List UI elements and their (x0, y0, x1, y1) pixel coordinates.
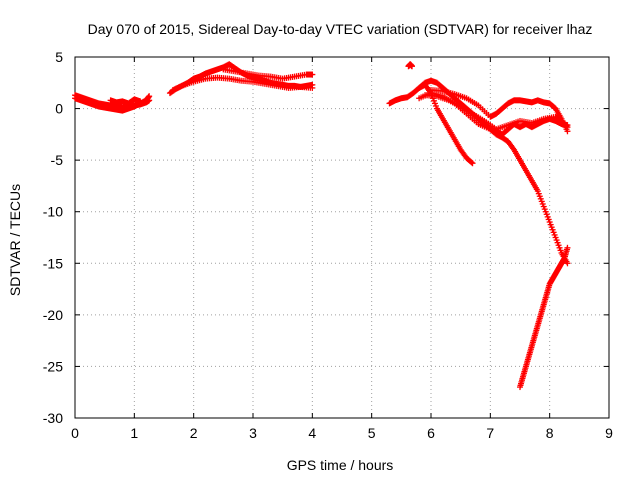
data-point-arc-2b (309, 84, 316, 91)
x-axis-ticks: 0 1 2 3 4 5 6 7 8 9 (71, 57, 613, 441)
y-axis-ticks: 5 0 -5 -10 -15 -20 -25 -30 (43, 49, 609, 426)
y-tick-label: 5 (55, 49, 63, 65)
x-tick-label: 2 (190, 425, 198, 441)
data-point-arc-3e (564, 124, 571, 131)
data-point-arc-2c (309, 71, 316, 78)
x-tick-label: 8 (546, 425, 554, 441)
y-tick-label: -30 (43, 410, 63, 426)
data-point-arc-3a (469, 160, 476, 167)
grid-lines (75, 57, 609, 418)
x-axis-label: GPS time / hours (287, 457, 394, 473)
y-tick-label: -5 (51, 152, 64, 168)
x-tick-label: 9 (605, 425, 613, 441)
x-tick-label: 0 (71, 425, 79, 441)
data-point-arc-1b (146, 93, 153, 100)
y-tick-label: -10 (43, 204, 63, 220)
y-tick-label: -25 (43, 358, 63, 374)
data-point-arc-3b (564, 260, 571, 267)
x-tick-label: 4 (308, 425, 316, 441)
x-tick-label: 7 (486, 425, 494, 441)
data-point-arc-4 (564, 244, 571, 251)
x-tick-label: 6 (427, 425, 435, 441)
data-point-arc-3e (563, 123, 570, 130)
y-axis-label: SDTVAR / TECUs (7, 184, 23, 296)
x-tick-label: 3 (249, 425, 257, 441)
x-tick-label: 1 (130, 425, 138, 441)
y-tick-label: -20 (43, 307, 63, 323)
chart-title: Day 070 of 2015, Sidereal Day-to-day VTE… (88, 21, 593, 37)
data-point-arc-3a (468, 159, 475, 166)
y-tick-label: 0 (55, 101, 63, 117)
data-point-isolated (409, 63, 416, 70)
y-tick-label: -15 (43, 255, 63, 271)
x-tick-label: 5 (368, 425, 376, 441)
data-point-arc-1c (137, 98, 144, 105)
data-points (72, 61, 571, 391)
plot-frame (74, 56, 610, 419)
